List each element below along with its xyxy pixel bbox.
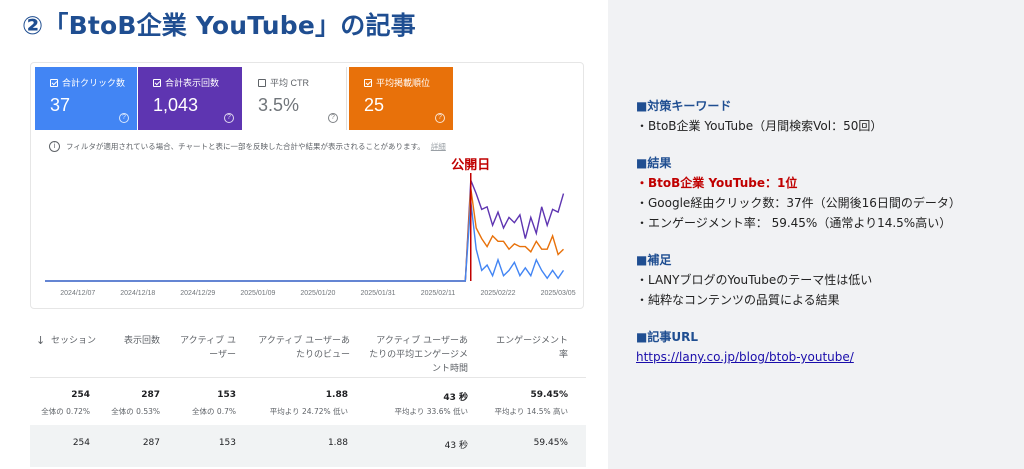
summary-panel: ■対策キーワード ・BtoB企業 YouTube（月間検索Vol：50回） ■結…: [636, 96, 1016, 367]
col-header-views-per-user[interactable]: アクティブ ユーザーあたりのビュー: [258, 334, 350, 362]
info-icon: i: [49, 141, 60, 152]
total-sessions: 254: [71, 390, 90, 400]
right-panel: [608, 0, 1024, 469]
row-active-users: 153: [218, 438, 236, 448]
row-avg-engagement-time: 43 秒: [444, 441, 468, 451]
result-rank: ・BtoB企業 YouTube：1位: [636, 176, 798, 190]
x-tick-label: 2025/01/31: [360, 290, 395, 297]
row-engagement-rate: 59.45%: [533, 438, 568, 448]
checkbox-icon: [258, 78, 266, 87]
notice-text: フィルタが適用されている場合、チャートと表に一部を反映した合計や結果が表示される…: [66, 142, 425, 151]
total-views-per-user: 1.88: [325, 390, 348, 400]
col-header-engagement-rate[interactable]: エンゲージメント率: [496, 334, 568, 362]
total-engagement-rate: 59.45%: [530, 390, 569, 400]
header-divider: [30, 377, 586, 378]
article-url-link[interactable]: https://lany.co.jp/blog/btob-youtube/: [636, 350, 854, 364]
checkbox-icon: [364, 78, 372, 87]
x-tick-label: 2025/02/11: [421, 290, 456, 297]
col-header-label: 表示回数: [123, 336, 160, 346]
total-views: 287: [141, 390, 160, 400]
publish-date-label: 公開日: [451, 158, 490, 173]
total-views-sub: 全体の 0.53%: [111, 407, 160, 416]
checkbox-icon: [153, 78, 161, 87]
series-line-3: [45, 201, 565, 282]
col-header-avg-engagement-time[interactable]: アクティブ ユーザーあたりの平均エンゲージメント時間: [368, 334, 468, 376]
x-tick-label: 2025/03/05: [541, 290, 576, 297]
x-tick-label: 2024/12/07: [60, 290, 95, 297]
col-header-label: エンゲージメント率: [496, 336, 568, 360]
performance-chart: 公開日 2024/12/07 2024/12/18 2024/12/29 2025/0…: [45, 158, 576, 297]
help-icon[interactable]: ?: [224, 113, 234, 123]
col-header-label: アクティブ ユーザーあたりのビュー: [258, 336, 350, 360]
col-header-label: アクティブ ユーザーあたりの平均エンゲージメント時間: [369, 336, 468, 374]
col-header-label: アクティブ ユーザー: [180, 336, 236, 360]
series-line-2: [45, 188, 564, 282]
col-header-active-users[interactable]: アクティブ ユーザー: [180, 334, 236, 362]
metric-value: 37: [50, 95, 71, 115]
total-views-per-user-sub: 平均より 24.72% 低い: [269, 407, 348, 416]
col-header-views[interactable]: 表示回数: [112, 334, 160, 348]
metric-average-ctr[interactable]: 平均 CTR 3.5% ?: [243, 67, 347, 130]
help-icon[interactable]: ?: [119, 113, 129, 123]
x-tick-label: 2025/01/09: [240, 290, 275, 297]
note-line-2: ・純粋なコンテンツの品質による結果: [636, 293, 840, 307]
x-tick-label: 2024/12/29: [180, 290, 215, 297]
table-row[interactable]: [30, 425, 586, 467]
result-clicks: ・Google経由クリック数：37件（公開後16日間のデータ）: [636, 196, 961, 210]
col-header-label: セッション: [50, 336, 96, 346]
metric-value: 1,043: [153, 95, 199, 115]
total-sessions-sub: 全体の 0.72%: [41, 407, 90, 416]
metric-average-position[interactable]: 平均掲載順位 25 ?: [349, 67, 453, 130]
metric-label: 合計表示回数: [165, 78, 220, 88]
checkbox-icon: [50, 78, 58, 87]
row-views: 287: [142, 438, 160, 448]
total-active-users-sub: 全体の 0.7%: [192, 407, 236, 416]
metric-label: 平均 CTR: [270, 78, 309, 88]
row-views-per-user: 1.88: [327, 438, 348, 448]
keyword-line: ・BtoB企業 YouTube（月間検索Vol：50回）: [636, 119, 883, 133]
result-engagement: ・エンゲージメント率： 59.45%（通常より14.5%高い）: [636, 216, 952, 230]
row-sessions: 254: [72, 438, 90, 448]
x-tick-label: 2024/12/18: [120, 290, 155, 297]
metric-total-impressions[interactable]: 合計表示回数 1,043 ?: [138, 67, 242, 130]
filter-notice: i フィルタが適用されている場合、チャートと表に一部を反映した合計や結果が表示さ…: [49, 141, 446, 152]
note-line-1: ・LANYブログのYouTubeのテーマ性は低い: [636, 273, 873, 287]
metric-label: 平均掲載順位: [376, 78, 431, 88]
col-header-sessions[interactable]: ↓ セッション: [36, 334, 96, 348]
metric-value: 3.5%: [258, 95, 300, 115]
metric-total-clicks[interactable]: 合計クリック数 37 ?: [35, 67, 137, 130]
help-icon[interactable]: ?: [328, 113, 338, 123]
total-avg-engagement-time-sub: 平均より 33.6% 低い: [394, 407, 468, 416]
page-title: ②「BtoB企業 YouTube」の記事: [22, 11, 416, 40]
keyword-heading: ■対策キーワード: [636, 99, 732, 113]
note-heading: ■補足: [636, 253, 672, 267]
help-icon[interactable]: ?: [435, 113, 445, 123]
result-heading: ■結果: [636, 156, 672, 170]
sort-down-icon[interactable]: ↓: [36, 334, 46, 347]
total-engagement-rate-sub: 平均より 14.5% 高い: [494, 407, 568, 416]
analytics-table: ↓ セッション 表示回数 アクティブ ユーザー アクティブ ユーザーあたりのビュ…: [30, 327, 586, 467]
series-line-1: [45, 180, 565, 282]
notice-details-link[interactable]: 詳細: [430, 142, 446, 151]
total-active-users: 153: [217, 390, 236, 400]
metric-value: 25: [364, 95, 385, 115]
metric-label: 合計クリック数: [62, 78, 126, 88]
search-console-card: 合計クリック数 37 ? 合計表示回数 1,043 ? 平均 CTR 3.5% …: [30, 62, 584, 309]
x-tick-label: 2025/02/22: [480, 290, 515, 297]
x-tick-label: 2025/01/20: [300, 290, 335, 297]
url-heading: ■記事URL: [636, 330, 698, 344]
total-avg-engagement-time: 43 秒: [443, 393, 468, 403]
